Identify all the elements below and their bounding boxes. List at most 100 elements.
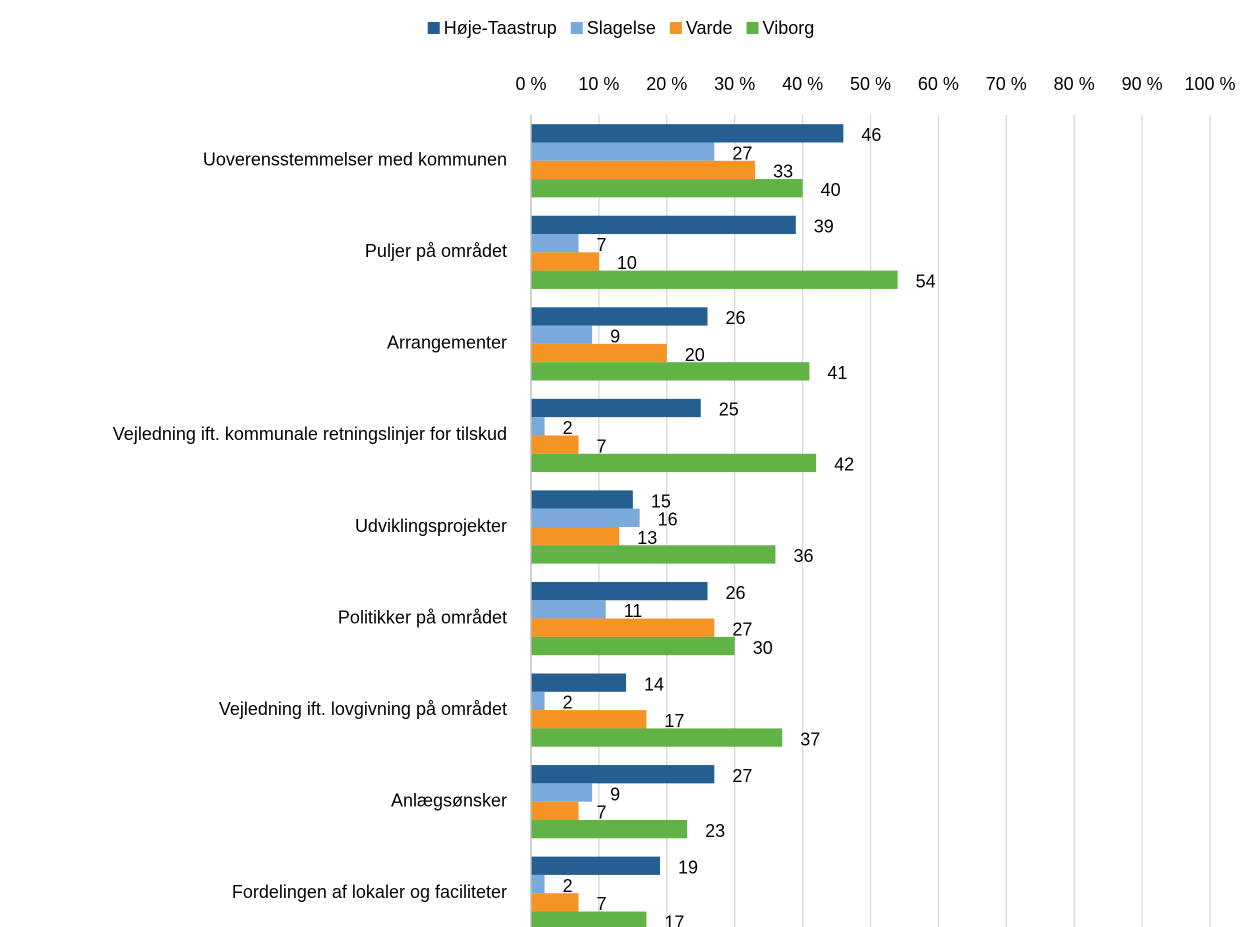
x-tick-label: 100 % (1184, 74, 1235, 94)
category-label: Vejledning ift. kommunale retningslinjer… (113, 424, 507, 444)
data-label: 27 (732, 619, 752, 639)
bar (531, 801, 579, 820)
data-label: 17 (664, 912, 684, 927)
bar (531, 252, 599, 271)
legend-swatch (669, 22, 682, 34)
data-label: 46 (861, 125, 881, 145)
x-tick-label: 40 % (782, 74, 823, 94)
legend-label: Varde (686, 18, 733, 38)
bar (531, 874, 545, 894)
bar (531, 325, 593, 344)
bar (531, 545, 776, 564)
legend-swatch (746, 22, 759, 34)
data-label: 36 (793, 546, 813, 566)
bar (531, 234, 579, 253)
data-label: 54 (916, 272, 936, 292)
x-tick-label: 0 % (515, 74, 546, 94)
bar (531, 728, 783, 747)
bar (531, 911, 647, 927)
bar (531, 618, 715, 637)
bar (531, 142, 715, 161)
x-tick-label: 30 % (714, 74, 755, 94)
bar (531, 362, 810, 381)
data-label: 42 (834, 455, 854, 475)
data-label: 19 (678, 858, 698, 878)
x-tick-label: 20 % (646, 74, 687, 94)
category-label: Fordelingen af lokaler og faciliteter (232, 882, 507, 902)
bar (531, 508, 640, 527)
data-label: 40 (821, 180, 841, 200)
bar (531, 856, 661, 875)
data-label: 25 (719, 400, 739, 420)
legend-swatch (570, 22, 583, 34)
data-label: 2 (563, 693, 573, 713)
bar (531, 673, 627, 692)
bar (531, 490, 633, 509)
legend-label: Høje-Taastrup (444, 18, 557, 38)
data-label: 26 (726, 308, 746, 328)
x-tick-label: 90 % (1122, 74, 1163, 94)
data-label: 7 (597, 436, 607, 456)
category-label: Uoverensstemmelser med kommunen (203, 150, 507, 170)
data-label: 7 (597, 235, 607, 255)
bar (531, 527, 620, 546)
data-label: 10 (617, 253, 637, 273)
data-label: 2 (563, 418, 573, 438)
data-label: 23 (705, 821, 725, 841)
bar (531, 307, 708, 326)
data-label: 11 (624, 601, 643, 621)
bar (531, 417, 545, 436)
data-label: 27 (732, 143, 752, 163)
bar (531, 765, 715, 784)
legend-label: Slagelse (587, 18, 656, 38)
bar (531, 270, 898, 289)
data-label: 27 (732, 766, 752, 786)
bar (531, 636, 735, 656)
data-label: 41 (827, 363, 847, 383)
data-label: 7 (597, 803, 607, 823)
data-label: 9 (610, 784, 620, 804)
bar (531, 819, 688, 839)
bar (531, 398, 701, 418)
bar (531, 893, 579, 912)
data-label: 26 (726, 583, 746, 603)
bar (531, 179, 803, 198)
category-label: Puljer på området (365, 241, 507, 261)
bar (531, 453, 817, 473)
category-label: Udviklingsprojekter (355, 516, 507, 536)
category-label: Vejledning ift. lovgivning på området (219, 699, 507, 719)
x-tick-label: 10 % (578, 74, 619, 94)
legend-swatch (427, 22, 440, 34)
category-label: Politikker på området (338, 607, 507, 627)
data-label: 17 (664, 711, 684, 731)
data-label: 16 (658, 510, 678, 530)
bar (531, 783, 593, 802)
x-tick-label: 80 % (1054, 74, 1095, 94)
data-label: 15 (651, 491, 671, 511)
x-tick-label: 50 % (850, 74, 891, 94)
category-label: Arrangementer (387, 333, 507, 353)
data-label: 14 (644, 674, 664, 694)
data-label: 9 (610, 326, 620, 346)
data-label: 30 (753, 638, 773, 658)
data-label: 7 (597, 894, 607, 914)
data-label: 33 (773, 162, 793, 182)
bar (531, 160, 756, 180)
bar (531, 581, 708, 601)
bar (531, 343, 667, 363)
bar (531, 691, 545, 711)
category-label: Anlægsønsker (391, 790, 507, 810)
bar (531, 435, 579, 454)
data-label: 13 (637, 528, 657, 548)
bar (531, 710, 647, 729)
bar (531, 215, 796, 235)
data-label: 2 (563, 876, 573, 896)
data-label: 39 (814, 217, 834, 237)
data-label: 20 (685, 345, 705, 365)
bar (531, 124, 844, 143)
bar (531, 600, 606, 619)
legend-label: Viborg (763, 18, 815, 38)
x-tick-label: 60 % (918, 74, 959, 94)
data-label: 37 (800, 729, 820, 749)
